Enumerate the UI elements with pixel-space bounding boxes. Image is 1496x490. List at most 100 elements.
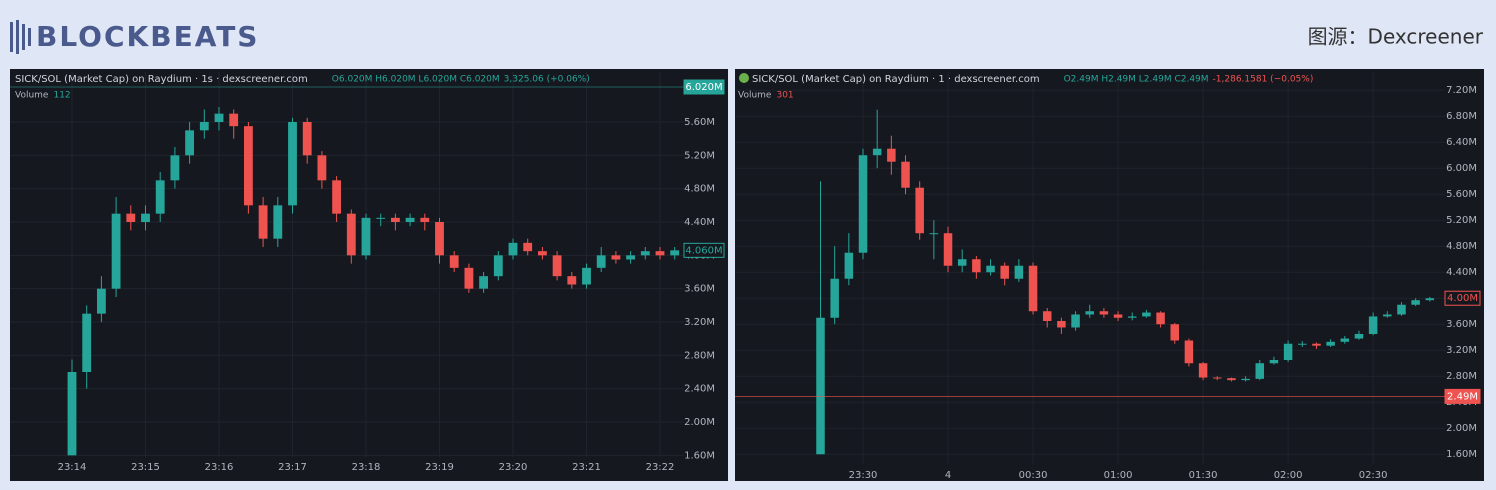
- price-tag: [1444, 290, 1481, 306]
- y-tick-label: 3.20M: [1446, 345, 1477, 356]
- candle-body: [1142, 312, 1151, 317]
- candle-body: [449, 255, 459, 268]
- x-tick-label: 02:30: [1359, 470, 1388, 481]
- candle-body: [464, 267, 474, 289]
- candle-body: [243, 126, 253, 206]
- candle-body: [479, 276, 489, 289]
- volume-value: 301: [776, 91, 793, 101]
- candle-body: [82, 313, 92, 372]
- candle-body: [155, 180, 165, 214]
- y-tick-label: 2.80M: [684, 350, 715, 361]
- x-tick-label: 23:21: [572, 462, 601, 473]
- price-tag: [683, 79, 725, 95]
- y-tick-label: 5.60M: [684, 117, 715, 128]
- candle-body: [67, 372, 77, 456]
- y-tick-label: 6.00M: [1446, 163, 1477, 174]
- x-tick-label: 23:18: [352, 462, 381, 473]
- candle-body: [872, 148, 882, 156]
- candle-body: [1241, 378, 1250, 381]
- logo: BLOCKBEATS: [36, 20, 259, 53]
- y-tick-label: 5.60M: [1446, 189, 1477, 200]
- price-tag: [683, 242, 725, 258]
- candle-body: [1312, 343, 1321, 346]
- candle-body: [972, 259, 981, 273]
- volume-label: Volume: [738, 91, 772, 101]
- logo-icon: [10, 20, 31, 54]
- candle-body: [1156, 312, 1165, 325]
- price-tag-label: 6.020M: [685, 82, 722, 93]
- candle-body: [288, 122, 297, 206]
- candle-body: [170, 155, 180, 181]
- candle-body: [126, 213, 136, 222]
- candle-body: [1127, 316, 1137, 318]
- candle-body: [96, 288, 106, 314]
- chart-title: SICK/SOL (Market Cap) on Raydium · 1 · d…: [752, 74, 1040, 85]
- candle-body: [1198, 363, 1208, 378]
- y-tick-label: 2.00M: [684, 417, 715, 428]
- candle-body: [858, 155, 868, 253]
- y-tick-label: 3.60M: [1446, 319, 1477, 330]
- candle-body: [844, 252, 854, 279]
- candle-body: [640, 251, 650, 256]
- candle-body: [185, 130, 195, 156]
- x-tick-label: 23:17: [278, 462, 307, 473]
- candle-body: [537, 251, 547, 256]
- candle-body: [1000, 265, 1009, 279]
- y-tick-label: 3.20M: [684, 317, 715, 328]
- candle-body: [567, 276, 577, 285]
- candle-body: [1057, 320, 1066, 328]
- x-tick-label: 23:16: [205, 462, 234, 473]
- candle-body: [420, 217, 430, 222]
- panel: [735, 69, 1484, 481]
- candle-body: [273, 205, 283, 239]
- candle-body: [1184, 340, 1194, 364]
- candle-body: [1071, 314, 1080, 328]
- y-tick-label: 6.40M: [1446, 137, 1477, 148]
- candle-body: [302, 122, 312, 156]
- price-tag-label: 4.00M: [1447, 293, 1478, 304]
- candle-body: [111, 213, 121, 289]
- candle-body: [435, 222, 444, 256]
- ohlc: O6.020M H6.020M L6.020M C6.020M: [332, 75, 500, 85]
- candle-body: [582, 267, 591, 285]
- candle-body: [258, 205, 268, 239]
- candle-body: [390, 217, 400, 222]
- candle-body: [1042, 311, 1052, 321]
- candle-body: [1014, 265, 1024, 279]
- candle-body: [1028, 265, 1038, 312]
- candle-body: [816, 317, 825, 455]
- candle-body: [1326, 341, 1335, 346]
- candle-body: [405, 217, 415, 222]
- y-tick-label: 4.80M: [684, 184, 715, 195]
- candle-body: [1227, 378, 1236, 381]
- candle-body: [670, 250, 680, 256]
- x-tick-label: 02:00: [1274, 470, 1303, 481]
- y-tick-label: 1.60M: [684, 450, 715, 461]
- x-tick-label: 23:19: [425, 462, 454, 473]
- candle-body: [1368, 316, 1378, 334]
- candle-body: [929, 233, 939, 235]
- candle-body: [626, 255, 636, 260]
- candle-body: [332, 180, 342, 214]
- candle-body: [493, 255, 503, 277]
- candle-body: [346, 213, 356, 256]
- candle-body: [1269, 359, 1279, 364]
- ohlc: O2.49M H2.49M L2.49M C2.49M: [1064, 75, 1209, 85]
- candle-body: [552, 255, 562, 277]
- candle-body: [943, 233, 953, 266]
- candle-body: [830, 278, 839, 318]
- candle-body: [376, 217, 386, 219]
- candle-body: [141, 213, 150, 222]
- candle-body: [1397, 304, 1406, 315]
- change: -1,286.1581 (−0.05%): [1213, 75, 1314, 85]
- y-tick-label: 2.00M: [1446, 423, 1477, 434]
- y-tick-label: 5.20M: [684, 150, 715, 161]
- candle-body: [1255, 363, 1265, 379]
- x-tick-label: 01:00: [1104, 470, 1133, 481]
- candle-body: [1411, 300, 1420, 305]
- x-tick-label: 23:14: [58, 462, 87, 473]
- x-tick-label: 23:20: [499, 462, 528, 473]
- y-tick-label: 3.60M: [684, 284, 715, 295]
- chart-title: SICK/SOL (Market Cap) on Raydium · 1s · …: [15, 74, 308, 85]
- y-tick-label: 7.20M: [1446, 85, 1477, 96]
